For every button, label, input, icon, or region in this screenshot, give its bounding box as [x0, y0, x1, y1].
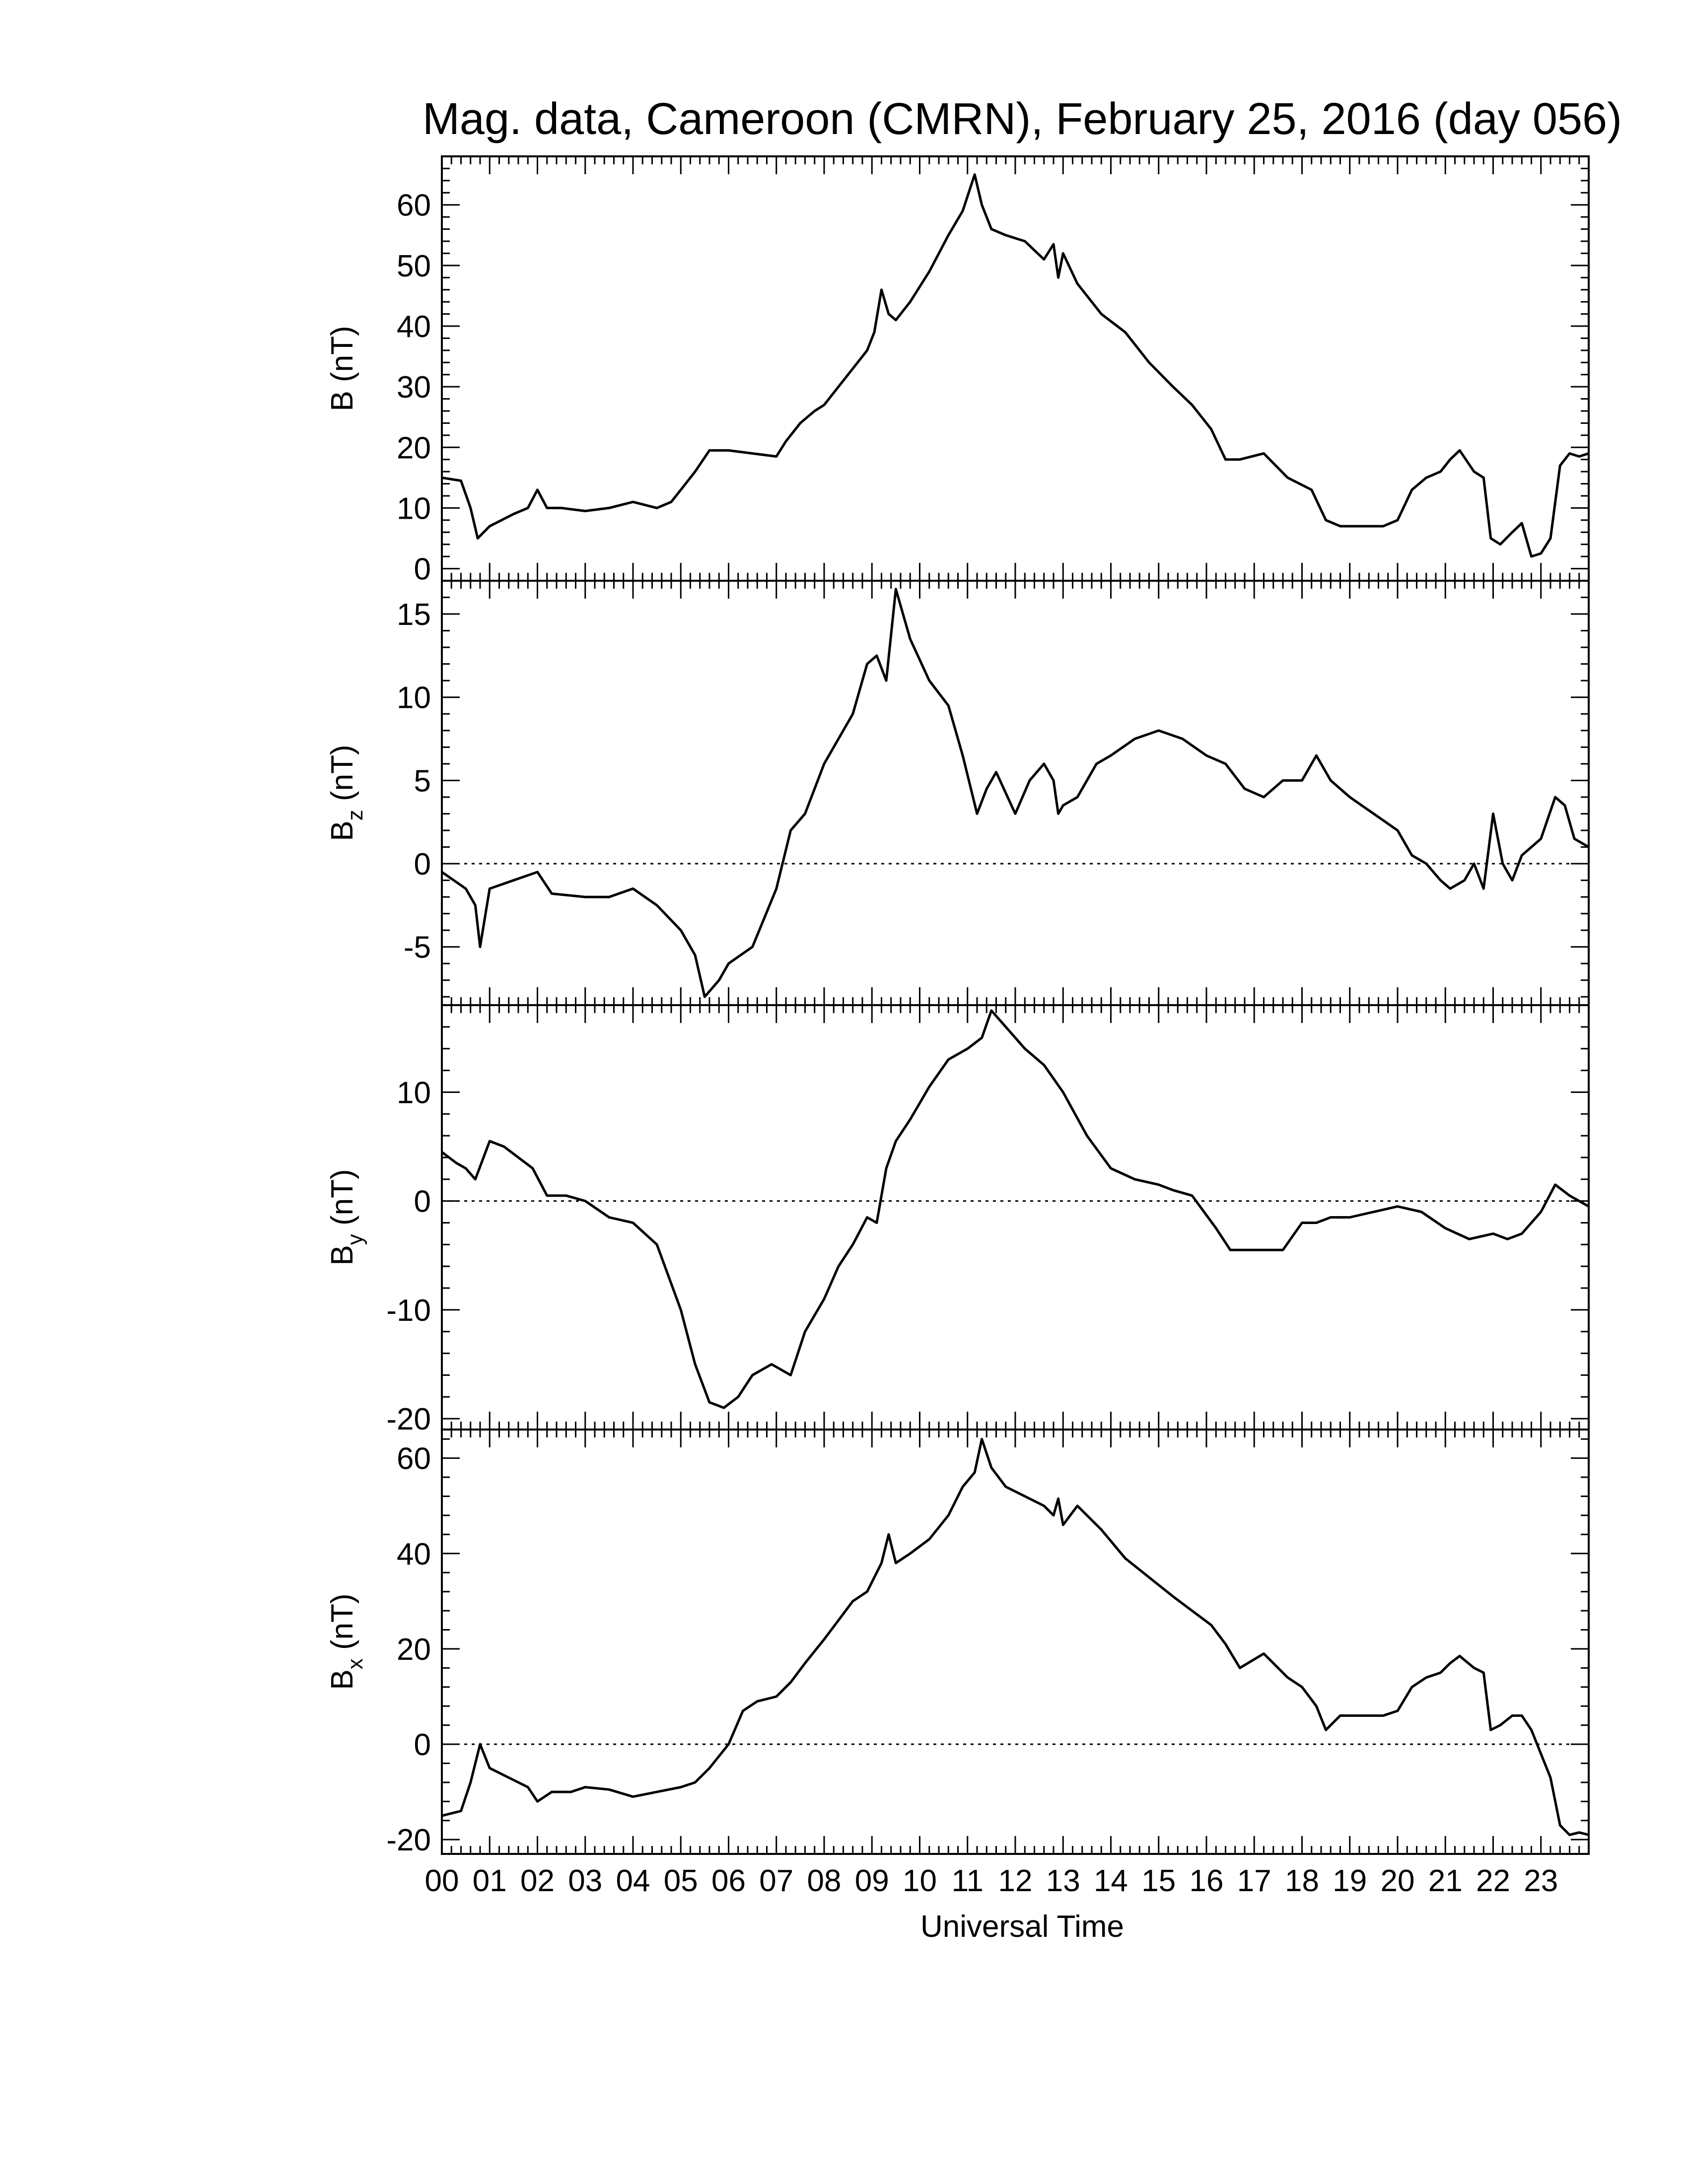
- data-line: [441, 588, 1590, 998]
- y-axis-label-base: B: [325, 1669, 359, 1690]
- x-tick-label: 01: [473, 1864, 507, 1898]
- x-tick-label: 20: [1381, 1864, 1415, 1898]
- x-tick-label: 17: [1237, 1864, 1271, 1898]
- y-tick-label: 5: [414, 764, 431, 798]
- y-tick-label: 20: [397, 431, 431, 465]
- data-line: [441, 1009, 1590, 1409]
- x-tick-label: 23: [1524, 1864, 1558, 1898]
- y-axis-label-unit: (nT): [325, 1593, 359, 1658]
- x-tick-label: 14: [1094, 1864, 1128, 1898]
- x-tick-labels: 00 01 02 03 04 05 06 07 08 09 10 11 12 13 14 15 16 17 18 19…: [425, 1864, 1558, 1898]
- y-tick-label: -20: [386, 1402, 431, 1436]
- panel-4: -20 0 20 40 60 Bx (nT): [325, 1429, 1590, 1857]
- y-tick-label: 50: [397, 249, 431, 283]
- y-tick-label: 30: [397, 370, 431, 405]
- x-tick-label: 05: [664, 1864, 698, 1898]
- y-tick-label: -10: [386, 1294, 431, 1328]
- y-tick-label: 60: [397, 189, 431, 223]
- y-axis-label-unit: (nT): [325, 326, 359, 391]
- x-tick-label: 00: [425, 1864, 459, 1898]
- x-tick-label: 10: [903, 1864, 937, 1898]
- chart-title: Mag. data, Cameroon (CMRN), February 25,…: [422, 94, 1622, 144]
- y-tick-label: 40: [397, 1537, 431, 1571]
- x-tick-label: 21: [1428, 1864, 1463, 1898]
- x-tick-label: 09: [855, 1864, 889, 1898]
- y-tick-label: 40: [397, 310, 431, 344]
- data-line: [441, 1437, 1589, 1837]
- y-axis-label: Bz (nT): [325, 745, 367, 841]
- y-axis-label-unit: (nT): [325, 745, 359, 810]
- y-axis-label-base: B: [325, 820, 359, 841]
- y-axis-label: Bx (nT): [325, 1593, 367, 1690]
- x-tick-label: 18: [1285, 1864, 1319, 1898]
- panel-frame: [441, 580, 1590, 1006]
- y-axis-label-subscript: z: [343, 810, 367, 820]
- y-axis-label-unit: (nT): [325, 1169, 359, 1234]
- y-tick-label: 15: [397, 598, 431, 632]
- panel-2: -5 0 5 10 15 Bz (nT): [325, 580, 1590, 1006]
- y-tick-label: 0: [414, 552, 431, 587]
- panel-1: 0 10 20 30 40 50 60 B (nT): [325, 155, 1590, 587]
- y-tick-label: 10: [397, 681, 431, 715]
- x-tick-label: 07: [759, 1864, 793, 1898]
- y-tick-label: 0: [414, 1185, 431, 1219]
- y-tick-label: 60: [397, 1442, 431, 1476]
- x-tick-label: 13: [1046, 1864, 1080, 1898]
- x-tick-label: 03: [568, 1864, 602, 1898]
- y-tick-label: 10: [397, 491, 431, 526]
- y-axis-label: B (nT): [325, 326, 359, 411]
- y-tick-label: -5: [404, 931, 431, 965]
- panel-3: -20 -10 0 10 By (nT): [325, 1004, 1590, 1436]
- x-tick-label: 02: [520, 1864, 555, 1898]
- x-axis-label: Universal Time: [920, 1910, 1124, 1944]
- y-tick-label: 10: [397, 1076, 431, 1110]
- y-axis-label-base: B: [325, 391, 359, 411]
- x-tick-label: 06: [711, 1864, 746, 1898]
- panels-group: 0 10 20 30 40 50 60 B (nT) -5 0 5 10 15 Bz (nT) -20 -10…: [325, 155, 1590, 1857]
- y-axis-label-subscript: x: [343, 1658, 367, 1669]
- y-tick-label: 0: [414, 1728, 431, 1762]
- y-tick-label: -20: [386, 1823, 431, 1857]
- x-tick-label: 12: [998, 1864, 1033, 1898]
- panel-frame: [441, 155, 1590, 582]
- y-axis-label-subscript: y: [343, 1234, 367, 1245]
- y-axis-label-base: B: [325, 1245, 359, 1265]
- y-tick-label: 0: [414, 847, 431, 882]
- x-tick-label: 15: [1141, 1864, 1176, 1898]
- x-tick-label: 16: [1190, 1864, 1224, 1898]
- x-tick-label: 08: [807, 1864, 842, 1898]
- y-tick-label: 20: [397, 1633, 431, 1667]
- x-tick-label: 22: [1476, 1864, 1510, 1898]
- x-tick-label: 04: [616, 1864, 650, 1898]
- y-axis-label: By (nT): [325, 1169, 367, 1265]
- x-tick-label: 19: [1333, 1864, 1367, 1898]
- data-line: [441, 173, 1589, 558]
- x-tick-label: 11: [952, 1864, 984, 1898]
